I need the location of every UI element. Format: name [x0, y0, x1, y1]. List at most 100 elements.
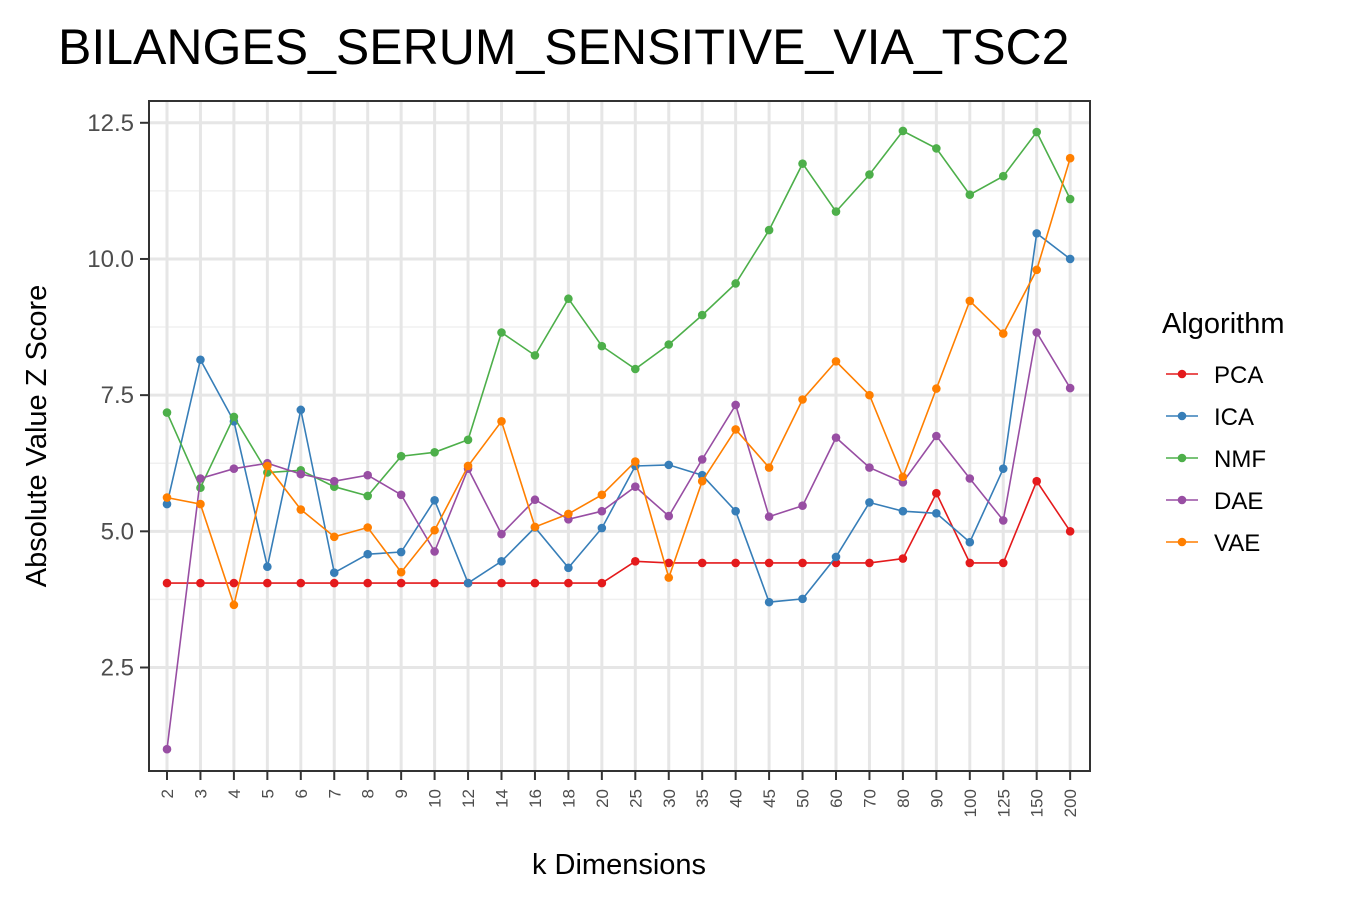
legend-item-vae: VAE	[1166, 530, 1260, 557]
x-tick-label: 16	[526, 789, 545, 808]
x-tick-label: 6	[292, 789, 311, 798]
x-axis-title: k Dimensions	[532, 849, 706, 881]
data-point-dae	[1032, 328, 1041, 337]
data-point-dae	[998, 516, 1008, 525]
data-point-nmf	[229, 412, 239, 422]
chart-title: BILANGES_SERUM_SENSITIVE_VIA_TSC2	[58, 19, 1069, 75]
legend: Algorithm PCA ICA NMF DAE VAE	[1162, 308, 1285, 557]
legend-key-point-ica	[1177, 411, 1187, 421]
data-point-dae	[162, 744, 172, 754]
data-point-pca	[363, 578, 373, 588]
x-axis: 2 3 4 5 6 7 8 9 10 12 14 16 18 20 25 30 35 40 45 50 60 70 80 90…	[158, 771, 1080, 817]
series-layer	[162, 126, 1075, 754]
data-point-nmf	[497, 328, 506, 337]
x-tick-label: 12	[459, 789, 478, 808]
data-point-dae	[497, 529, 506, 539]
y-tick-label: 10.0	[87, 246, 134, 273]
y-tick-label: 12.5	[87, 110, 134, 137]
data-point-ica	[329, 568, 339, 578]
data-point-dae	[798, 501, 807, 511]
data-point-pca	[564, 578, 573, 588]
x-tick-label: 20	[593, 789, 612, 808]
data-point-nmf	[932, 144, 941, 153]
legend-item-nmf: NMF	[1166, 446, 1266, 473]
data-point-vae	[229, 600, 239, 610]
x-tick-label: 45	[760, 789, 779, 808]
data-point-ica	[764, 597, 774, 607]
data-point-ica	[396, 547, 406, 557]
data-point-nmf	[363, 491, 373, 501]
legend-key-point-nmf	[1177, 453, 1187, 463]
data-point-nmf	[998, 171, 1008, 181]
data-point-dae	[1065, 383, 1075, 393]
x-tick-label: 60	[827, 789, 846, 808]
data-point-dae	[530, 495, 540, 505]
x-tick-label: 40	[727, 789, 746, 808]
data-point-dae	[865, 463, 874, 472]
series-ica	[162, 229, 1075, 607]
data-point-ica	[664, 460, 674, 470]
data-point-ica	[497, 556, 506, 566]
data-point-vae	[965, 296, 975, 306]
data-point-ica	[196, 355, 205, 365]
data-point-vae	[697, 476, 707, 486]
data-point-pca	[396, 578, 406, 588]
data-point-nmf	[965, 190, 975, 199]
data-point-pca	[229, 578, 239, 588]
x-tick-label: 9	[392, 789, 411, 798]
series-line-pca	[167, 479, 1071, 584]
data-point-nmf	[664, 340, 674, 349]
data-point-dae	[664, 511, 674, 521]
data-point-pca	[263, 578, 272, 588]
legend-key-point-dae	[1177, 495, 1187, 505]
data-point-ica	[798, 594, 807, 604]
data-point-ica	[564, 563, 573, 573]
data-point-pca	[998, 558, 1008, 568]
data-point-vae	[764, 463, 774, 472]
data-point-vae	[463, 461, 473, 471]
data-point-dae	[631, 482, 640, 491]
data-point-ica	[998, 464, 1008, 473]
data-point-vae	[998, 329, 1008, 338]
data-point-nmf	[831, 207, 841, 216]
data-point-dae	[296, 469, 306, 479]
data-point-vae	[530, 522, 540, 532]
data-point-nmf	[530, 351, 540, 360]
data-point-ica	[932, 509, 941, 518]
data-point-vae	[898, 472, 908, 482]
data-point-nmf	[463, 435, 473, 445]
grid	[149, 101, 1090, 771]
x-tick-label: 14	[493, 789, 512, 808]
data-point-pca	[530, 578, 540, 588]
data-point-pca	[631, 556, 640, 566]
data-point-vae	[798, 395, 807, 404]
y-tick-label: 7.5	[101, 382, 134, 409]
y-axis: 2.5 5.0 7.5 10.0 12.5	[87, 110, 149, 682]
legend-item-ica: ICA	[1166, 404, 1254, 431]
series-line-ica	[166, 231, 1071, 603]
data-point-vae	[263, 461, 272, 471]
x-tick-label: 7	[325, 789, 344, 798]
legend-label-pca: PCA	[1214, 362, 1263, 389]
data-point-vae	[865, 390, 874, 400]
data-point-vae	[363, 523, 373, 532]
y-tick-label: 2.5	[101, 655, 134, 682]
data-point-nmf	[162, 408, 172, 417]
data-point-dae	[831, 433, 841, 442]
data-point-ica	[463, 578, 473, 588]
data-point-ica	[363, 549, 373, 559]
x-tick-label: 5	[258, 789, 277, 798]
data-point-vae	[664, 573, 674, 582]
plot-panel-border	[148, 100, 1091, 772]
data-point-nmf	[798, 159, 807, 168]
data-point-pca	[329, 578, 339, 588]
data-point-nmf	[631, 364, 640, 374]
legend-label-nmf: NMF	[1214, 446, 1266, 473]
x-tick-label: 18	[559, 789, 578, 808]
data-point-vae	[831, 357, 841, 366]
legend-item-pca: PCA	[1166, 362, 1263, 389]
data-point-nmf	[430, 448, 439, 457]
x-tick-label: 50	[794, 789, 813, 808]
data-point-ica	[263, 562, 272, 572]
